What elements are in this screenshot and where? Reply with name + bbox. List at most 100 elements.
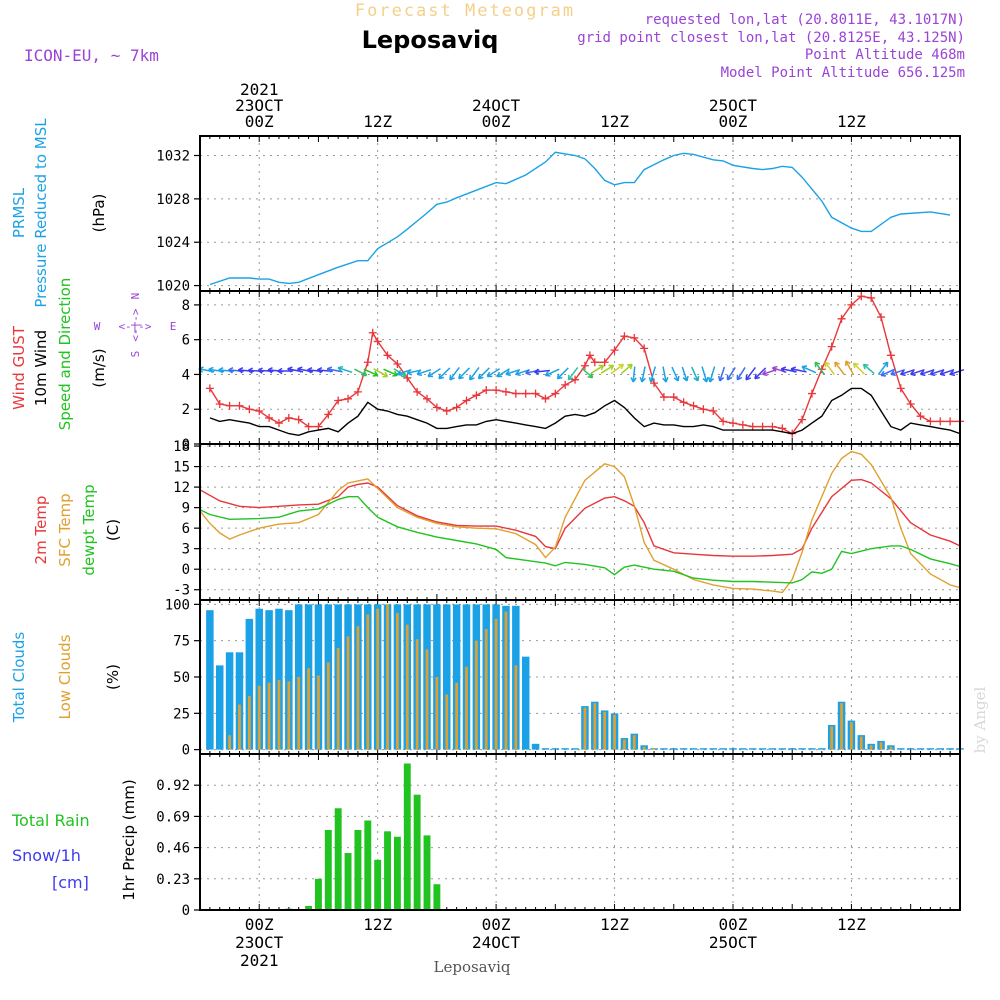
wind-arrow — [515, 368, 530, 375]
y-tick-label: 75 — [173, 634, 190, 650]
wind-arrow — [620, 363, 633, 375]
wind-arrow-head — [525, 369, 531, 376]
wind-arrow-head — [427, 371, 434, 378]
bar-low-cloud — [415, 639, 419, 750]
wind-arrow — [373, 368, 388, 378]
wind-arrow — [449, 367, 460, 381]
bar-low-cloud — [632, 735, 636, 750]
wind-arrow — [641, 366, 646, 383]
wind-arrow-head — [416, 369, 423, 377]
gust-marker — [906, 400, 915, 409]
footer-location: Leposaviq — [434, 958, 511, 976]
gust-marker — [585, 351, 594, 360]
bar-rain — [374, 859, 382, 910]
gust-marker — [650, 379, 659, 388]
bar-low-cloud — [879, 742, 883, 750]
gust-marker — [610, 346, 619, 355]
panel-temperature: -3 0 3 6 9 12 15 18 — [173, 439, 961, 601]
wind-arrow — [438, 367, 451, 380]
gust-marker — [669, 393, 678, 402]
bar-total-cloud — [206, 610, 214, 750]
bar-rain — [324, 829, 332, 910]
gust-marker — [265, 413, 274, 422]
gust-marker — [699, 405, 708, 414]
label-snow-1h: Snow/1h — [12, 846, 81, 865]
y-tick-label: 50 — [173, 670, 190, 686]
wind-arrow-head — [702, 376, 709, 383]
gust-marker — [768, 422, 777, 431]
time-label-top: 2021 — [240, 80, 279, 99]
panel-frame — [199, 290, 961, 445]
bar-total-cloud — [729, 748, 737, 750]
gust-marker — [571, 375, 580, 384]
bar-rain — [423, 835, 431, 910]
bar-low-cloud — [514, 665, 518, 750]
wind-arrow — [590, 364, 605, 374]
bar-low-cloud — [247, 695, 251, 750]
wind-arrow — [469, 367, 480, 381]
bar-low-cloud — [613, 714, 616, 750]
wind-arrow-head — [505, 369, 511, 377]
time-label-bottom: 24OCT — [472, 933, 521, 952]
label-10m-wind: 10m Wind — [32, 330, 50, 406]
wind-arrow-head — [682, 375, 689, 382]
y-tick-label: 3 — [182, 542, 190, 558]
wind-arrow-head — [267, 367, 273, 374]
wind-arrow-head — [754, 373, 760, 380]
bar-low-cloud — [484, 629, 488, 750]
y-tick-label: 100 — [165, 597, 190, 613]
wind-arrow-head — [627, 363, 633, 370]
bar-low-cloud — [435, 677, 439, 750]
gust-marker — [580, 361, 589, 370]
gust-marker — [383, 351, 392, 360]
gust-marker — [551, 389, 560, 398]
bar-low-cloud — [830, 726, 834, 750]
watermark: by Angel — [971, 686, 989, 753]
bar-total-cloud — [808, 748, 816, 750]
gust-marker — [482, 386, 491, 395]
wind-arrow — [930, 368, 945, 375]
bar-total-cloud — [748, 748, 757, 750]
wind-arrow — [581, 367, 594, 379]
bar-rain — [305, 905, 313, 910]
wind-arrow — [534, 369, 550, 373]
wind-arrow — [407, 369, 422, 374]
gust-marker — [590, 358, 599, 367]
bar-rain — [403, 763, 411, 910]
bar-total-cloud — [679, 748, 688, 750]
bar-low-cloud — [346, 636, 350, 750]
wind-arrow — [632, 366, 636, 383]
bar-total-cloud — [225, 652, 234, 750]
gust-marker — [255, 406, 264, 415]
time-label-bottom: 25OCT — [709, 933, 758, 952]
series-line-prmsl — [209, 151, 951, 286]
gust-marker — [413, 387, 422, 396]
gust-marker — [521, 389, 530, 398]
gust-marker — [294, 415, 303, 424]
bar-total-cloud — [758, 748, 767, 750]
bar-total-cloud — [521, 656, 530, 750]
wind-arrow-head — [949, 369, 956, 377]
wind-arrow-head — [237, 367, 244, 374]
panel-pressure: 1020 1024 1028 1032 — [156, 135, 961, 295]
gust-marker — [363, 358, 372, 367]
wind-arrow — [754, 367, 767, 380]
y-tick-label: 8 — [182, 298, 190, 314]
wind-arrow-head — [900, 369, 906, 377]
time-label-bottom: 23OCT — [235, 933, 284, 952]
wind-arrow-head — [598, 364, 605, 371]
panel-frame — [199, 443, 961, 601]
wind-arrow-head — [717, 375, 725, 382]
bar-total-cloud — [541, 748, 550, 750]
wind-arrow-head — [852, 362, 859, 369]
label-c: (C) — [104, 519, 122, 541]
wind-arrow-head — [801, 365, 808, 372]
bar-rain — [314, 878, 322, 910]
gust-marker — [926, 417, 935, 426]
label-total-clouds: Total Clouds — [10, 632, 28, 724]
y-tick-label: 1020 — [156, 279, 190, 295]
label-2m-temp: 2m Temp — [32, 496, 50, 565]
gust-marker — [472, 391, 481, 400]
gust-marker — [946, 417, 955, 426]
bar-total-cloud — [452, 604, 461, 750]
